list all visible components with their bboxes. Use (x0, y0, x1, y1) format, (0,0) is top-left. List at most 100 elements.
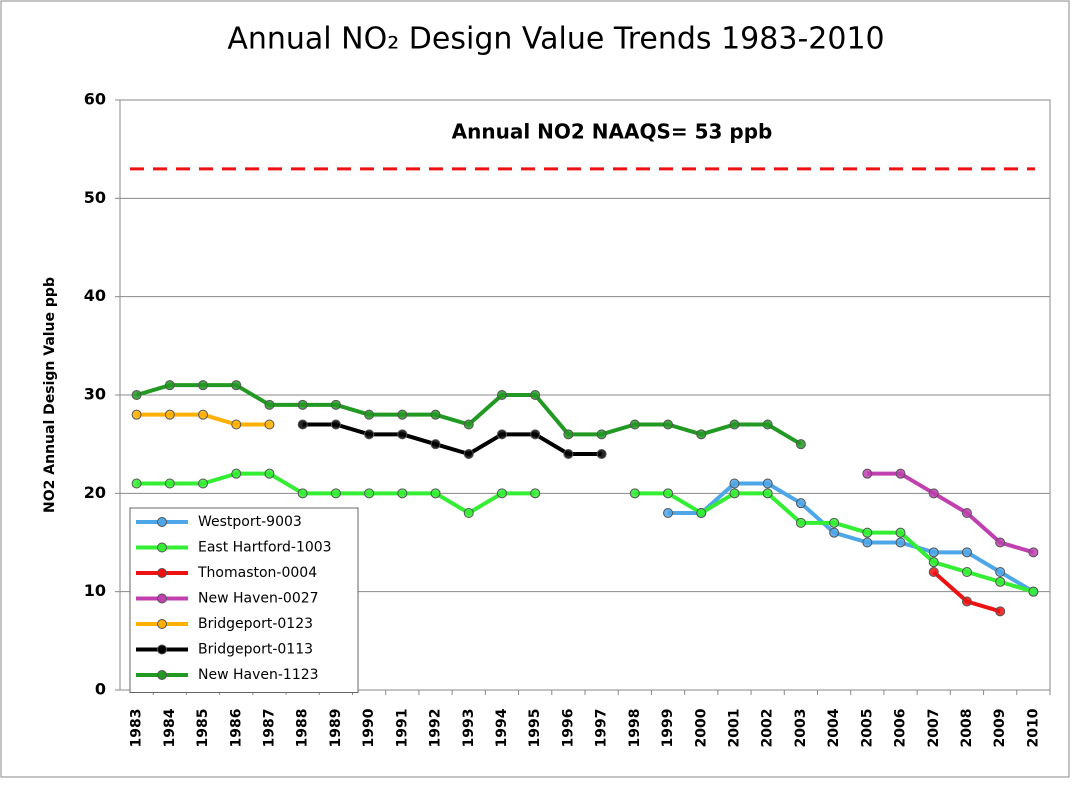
data-point (663, 488, 674, 499)
legend-marker (157, 568, 167, 578)
data-point (297, 419, 308, 430)
data-point (762, 419, 773, 430)
data-point (563, 449, 574, 459)
x-tick-label: 1996 (560, 709, 576, 748)
data-point (928, 488, 939, 499)
data-point (164, 409, 175, 420)
x-tick-label: 2001 (726, 709, 742, 748)
x-tick-label: 1998 (627, 709, 643, 748)
x-tick-label: 1986 (228, 709, 244, 748)
x-tick-label: 2010 (1025, 708, 1041, 747)
data-point (330, 399, 341, 410)
data-point (463, 449, 474, 459)
data-point (496, 390, 507, 400)
data-point (729, 419, 740, 430)
data-point (696, 508, 707, 518)
chart-title: Annual NO₂ Design Value Trends 1983-2010 (227, 22, 884, 57)
x-tick-label: 1987 (261, 709, 277, 748)
data-point (862, 537, 873, 548)
y-tick-label: 60 (84, 90, 106, 109)
data-point (563, 429, 574, 440)
data-point (164, 380, 175, 391)
x-tick-label: 1984 (162, 708, 178, 747)
data-point (430, 439, 441, 450)
data-point (762, 488, 773, 499)
data-point (995, 537, 1006, 548)
data-point (596, 449, 607, 459)
data-point (629, 488, 640, 499)
legend-label: Bridgeport-0113 (198, 642, 313, 658)
x-tick-label: 2009 (992, 709, 1008, 748)
data-point (231, 468, 242, 479)
legend-marker (157, 542, 167, 553)
data-point (961, 596, 972, 607)
data-point (530, 390, 541, 400)
data-point (862, 527, 873, 538)
data-point (198, 380, 209, 391)
legend-label: Bridgeport-0123 (198, 616, 313, 632)
data-point (496, 429, 507, 440)
data-point (198, 478, 209, 489)
series-line (668, 481, 1035, 594)
legend-marker (157, 670, 167, 680)
legend-label: New Haven-0027 (198, 591, 319, 607)
legend-marker (157, 517, 167, 527)
data-point (297, 399, 308, 410)
data-point (995, 606, 1006, 617)
data-point (297, 488, 308, 499)
data-point (795, 439, 806, 450)
x-tick-label: 2006 (893, 709, 909, 748)
legend-label: Westport-9003 (198, 514, 302, 530)
data-point (397, 488, 408, 499)
data-point (264, 419, 275, 430)
data-point (961, 547, 972, 558)
data-point (330, 488, 341, 499)
data-point (131, 409, 142, 420)
x-tick-label: 2005 (859, 709, 875, 748)
data-point (629, 419, 640, 430)
data-point (729, 488, 740, 499)
x-tick-label: 1997 (594, 709, 610, 748)
data-point (164, 478, 175, 489)
data-point (530, 488, 541, 499)
data-point (430, 409, 441, 420)
data-point (264, 399, 275, 410)
legend-label: New Haven-1123 (198, 667, 319, 683)
data-point (928, 567, 939, 577)
series-line (867, 471, 1034, 555)
x-tick-label: 1991 (394, 709, 410, 748)
data-point (264, 468, 275, 479)
data-point (995, 567, 1006, 577)
data-point (231, 419, 242, 430)
x-tick-label: 1999 (660, 709, 676, 748)
y-tick-label: 40 (84, 286, 106, 305)
data-point (795, 517, 806, 528)
data-point (795, 498, 806, 509)
data-point (131, 390, 142, 400)
x-tick-label: 1992 (428, 709, 444, 748)
data-point (364, 409, 375, 420)
x-tick-label: 2004 (826, 708, 842, 747)
x-tick-label: 1988 (295, 709, 311, 748)
data-point (397, 409, 408, 420)
data-point (330, 419, 341, 430)
y-tick-label: 20 (84, 483, 106, 502)
y-tick-label: 30 (84, 385, 106, 404)
data-point (596, 429, 607, 440)
legend-label: East Hartford-1003 (198, 540, 332, 556)
x-tick-label: 2000 (693, 708, 709, 747)
y-tick-label: 0 (95, 680, 106, 699)
data-point (961, 567, 972, 577)
data-point (397, 429, 408, 440)
series-line (302, 422, 602, 456)
data-point (696, 429, 707, 440)
x-tick-label: 1985 (195, 709, 211, 748)
data-point (496, 488, 507, 499)
y-tick-label: 50 (84, 188, 106, 207)
data-point (762, 478, 773, 489)
data-point (1028, 547, 1039, 558)
data-point (928, 547, 939, 558)
data-point (364, 429, 375, 440)
data-point (198, 409, 209, 420)
